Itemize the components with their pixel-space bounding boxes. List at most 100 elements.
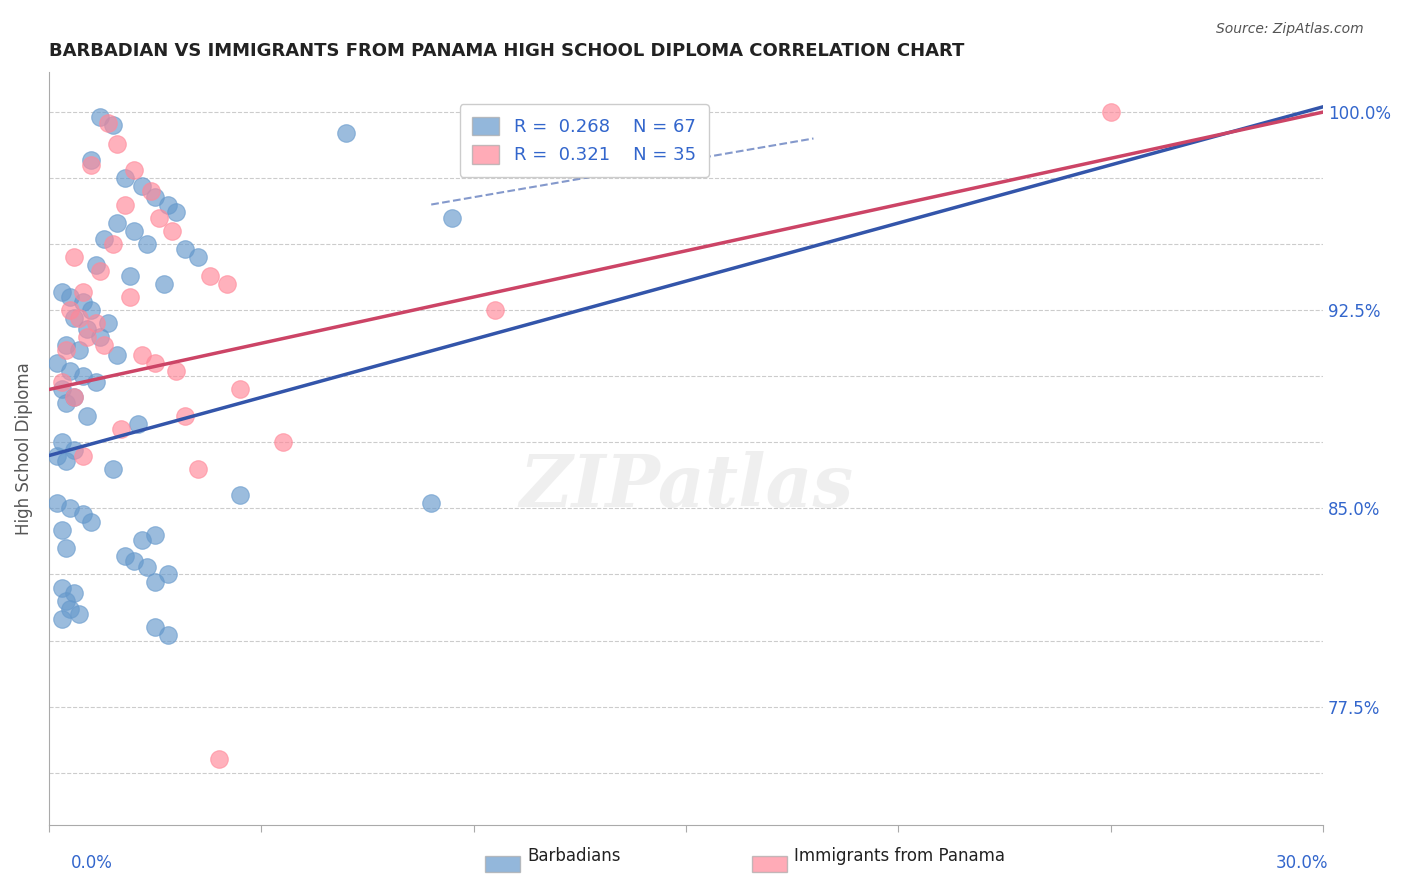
Point [51, 383, 73, 397]
Point [63, 586, 86, 600]
Point [122, 224, 145, 238]
Point [118, 268, 141, 283]
Point [187, 251, 209, 265]
Point [148, 211, 170, 225]
Point [101, 237, 124, 252]
Point [335, 126, 357, 140]
Text: ZIPatlas: ZIPatlas [519, 451, 853, 522]
Point [72, 449, 94, 463]
Point [105, 136, 128, 151]
Point [229, 488, 252, 502]
Point [127, 417, 149, 431]
Point [55, 343, 77, 357]
Text: 30.0%: 30.0% [1277, 854, 1329, 871]
Point [72, 285, 94, 299]
Point [110, 422, 132, 436]
Point [122, 163, 145, 178]
Point [271, 435, 294, 450]
Point [55, 594, 77, 608]
Point [114, 549, 136, 563]
Point [139, 184, 162, 198]
Point [72, 369, 94, 384]
Point [63, 391, 86, 405]
Point [46, 496, 69, 510]
Point [59, 602, 82, 616]
Point [46, 356, 69, 370]
Point [135, 559, 157, 574]
Point [84, 317, 107, 331]
Point [59, 290, 82, 304]
Point [63, 251, 86, 265]
Point [105, 216, 128, 230]
Point [59, 303, 82, 318]
Text: BARBADIAN VS IMMIGRANTS FROM PANAMA HIGH SCHOOL DIPLOMA CORRELATION CHART: BARBADIAN VS IMMIGRANTS FROM PANAMA HIGH… [49, 42, 965, 60]
Point [67, 311, 90, 326]
Point [46, 449, 69, 463]
Point [63, 311, 86, 326]
Text: Source: ZipAtlas.com: Source: ZipAtlas.com [1216, 22, 1364, 37]
Point [165, 205, 187, 219]
Point [55, 337, 77, 351]
Point [76, 329, 98, 343]
Point [152, 277, 174, 291]
Point [114, 171, 136, 186]
Point [187, 462, 209, 476]
Point [173, 243, 195, 257]
Point [51, 581, 73, 595]
Point [156, 197, 179, 211]
Point [441, 211, 464, 225]
Point [105, 348, 128, 362]
Point [89, 329, 111, 343]
Point [97, 115, 120, 129]
Point [51, 612, 73, 626]
Point [84, 375, 107, 389]
Point [72, 507, 94, 521]
Point [131, 348, 153, 362]
Point [51, 435, 73, 450]
Point [101, 118, 124, 132]
Point [80, 153, 103, 167]
Legend: R =  0.268    N = 67, R =  0.321    N = 35: R = 0.268 N = 67, R = 0.321 N = 35 [460, 104, 709, 177]
Point [143, 620, 166, 634]
Point [114, 197, 136, 211]
Point [93, 337, 115, 351]
Point [84, 258, 107, 272]
Point [59, 364, 82, 378]
Point [173, 409, 195, 423]
Point [93, 232, 115, 246]
Point [80, 303, 103, 318]
Point [122, 554, 145, 568]
Point [217, 277, 239, 291]
Point [51, 285, 73, 299]
Point [484, 303, 506, 318]
Point [63, 391, 86, 405]
Point [118, 290, 141, 304]
Point [51, 375, 73, 389]
Point [67, 343, 90, 357]
Text: 0.0%: 0.0% [70, 854, 112, 871]
Point [208, 752, 231, 766]
Point [200, 268, 222, 283]
Text: Immigrants from Panama: Immigrants from Panama [794, 847, 1005, 865]
Point [160, 224, 183, 238]
Point [156, 567, 179, 582]
Point [143, 189, 166, 203]
Point [101, 462, 124, 476]
Point [89, 263, 111, 277]
Point [143, 356, 166, 370]
Point [55, 541, 77, 555]
Point [143, 575, 166, 590]
Point [156, 628, 179, 642]
Y-axis label: High School Diploma: High School Diploma [15, 362, 32, 535]
Point [67, 607, 90, 621]
Point [143, 528, 166, 542]
Point [420, 496, 443, 510]
Point [1099, 105, 1122, 120]
Point [76, 409, 98, 423]
Point [80, 158, 103, 172]
Point [63, 443, 86, 458]
Point [131, 179, 153, 194]
Point [131, 533, 153, 547]
Point [165, 364, 187, 378]
Point [80, 515, 103, 529]
